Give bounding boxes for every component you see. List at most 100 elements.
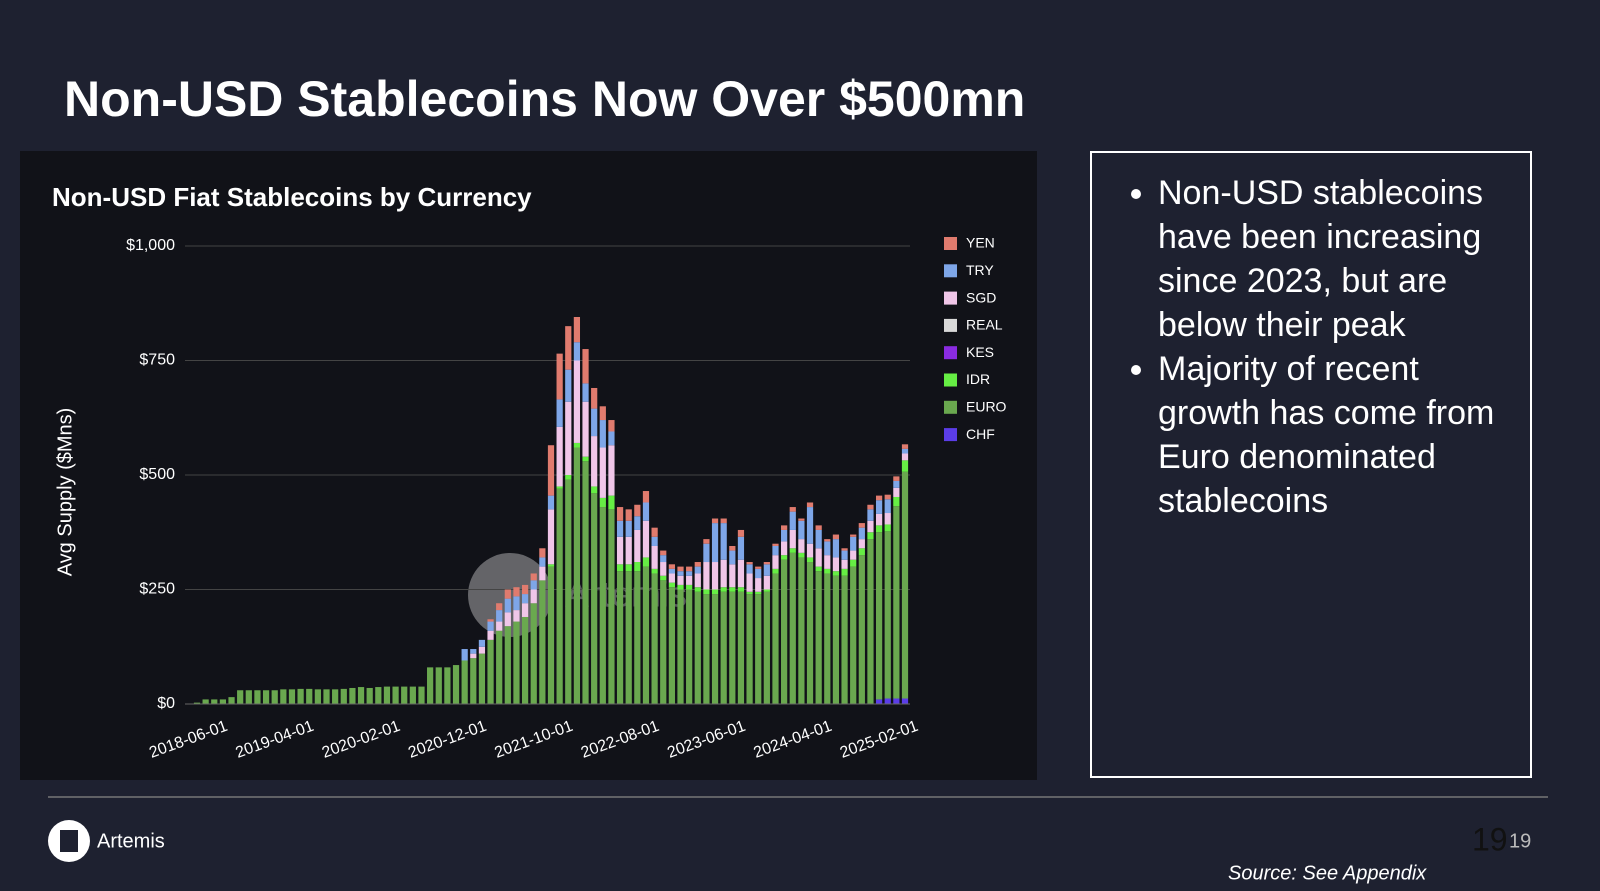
bar-segment <box>781 529 788 542</box>
bar-segment <box>850 536 857 551</box>
bar-segment <box>772 555 779 569</box>
bar-segment <box>392 686 399 704</box>
y-tick-label: $250 <box>139 581 175 598</box>
bullet: Non-USD stablecoins have been increasing… <box>1158 171 1516 347</box>
bar-segment <box>539 557 546 567</box>
bar-segment <box>634 562 641 572</box>
bar-segment <box>547 564 555 567</box>
bar-segment <box>901 460 909 472</box>
legend-swatch <box>944 264 957 278</box>
bar-segment <box>789 507 796 512</box>
bar-segment <box>202 699 209 704</box>
bar-segment <box>729 564 736 588</box>
bar-segment <box>254 690 261 704</box>
bar-segment <box>668 582 675 588</box>
bar-segment <box>694 566 701 574</box>
bar-segment <box>806 543 814 558</box>
bar-segment <box>565 475 572 480</box>
bar-segment <box>781 555 788 560</box>
legend-label: TRY <box>966 262 994 278</box>
bar-segment <box>461 649 468 661</box>
bar-segment <box>487 630 494 640</box>
bar-segment <box>729 545 736 551</box>
bar-segment <box>806 502 814 508</box>
legend-label: CHF <box>966 426 995 442</box>
bar-segment <box>875 500 883 514</box>
bar-segment <box>591 387 598 409</box>
bar-segment <box>487 621 494 631</box>
bar-segment <box>444 667 451 704</box>
bar-segment <box>737 587 745 592</box>
bar-segment <box>349 687 356 704</box>
bar-segment <box>841 559 848 569</box>
bar-segment <box>616 520 624 537</box>
bar-segment <box>772 568 779 574</box>
bar-segment <box>703 562 710 590</box>
bar-segment <box>556 486 563 489</box>
bar-segment <box>746 562 753 565</box>
bar-segment <box>625 520 632 537</box>
bar-segment <box>703 594 710 704</box>
bar-segment <box>625 536 632 565</box>
bar-segment <box>582 349 589 384</box>
legend-swatch <box>944 346 957 360</box>
bar-segment <box>832 534 840 540</box>
bar-segment <box>642 557 650 567</box>
bar-segment <box>547 566 555 704</box>
bar-segment <box>651 527 658 537</box>
bar-segment <box>737 559 745 588</box>
bar-segment <box>798 518 805 521</box>
bar-segment <box>651 573 658 704</box>
bar-segment <box>711 594 719 704</box>
bar-segment <box>513 596 520 611</box>
bar-segment <box>530 603 537 704</box>
bullet-list: Non-USD stablecoins have been increasing… <box>1092 171 1530 523</box>
bar-segment <box>806 562 814 704</box>
bar-segment <box>556 426 563 487</box>
bar-segment <box>660 550 667 556</box>
bar-segment <box>513 610 520 622</box>
bar-segment <box>806 507 814 544</box>
bar-segment <box>841 575 848 704</box>
bar-segment <box>660 575 667 581</box>
bar-segment <box>729 550 736 565</box>
brand-logo-glyph <box>60 830 78 852</box>
bar-segment <box>703 539 710 544</box>
bar-segment <box>720 591 727 704</box>
bar-segment <box>720 518 727 524</box>
bar-segment <box>677 571 684 576</box>
bar-segment <box>781 525 788 530</box>
bar-segment <box>539 580 546 704</box>
bar-segment <box>884 499 891 514</box>
bar-segment <box>668 587 675 704</box>
bar-segment <box>875 525 883 533</box>
bar-segment <box>565 369 572 402</box>
bar-segment <box>686 575 693 585</box>
bar-segment <box>452 665 460 704</box>
bar-segment <box>565 401 572 475</box>
bar-segment <box>694 591 701 704</box>
bar-segment <box>513 621 520 704</box>
bar-segment <box>245 690 252 704</box>
bar-segment <box>850 550 857 560</box>
bar-segment <box>677 584 684 590</box>
bar-segment <box>634 571 641 704</box>
y-tick-label: $0 <box>157 695 175 712</box>
bar-segment <box>599 406 606 421</box>
bar-segment <box>884 494 891 500</box>
bar-segment <box>478 639 486 647</box>
bar-segment <box>737 591 745 704</box>
bar-segment <box>867 520 874 533</box>
bar-segment <box>893 506 900 699</box>
legend-swatch <box>944 400 957 414</box>
text-panel: Non-USD stablecoins have been increasing… <box>1090 151 1532 778</box>
bar-segment <box>686 566 693 572</box>
bar-segment <box>737 536 745 560</box>
bar-segment <box>824 573 831 704</box>
bar-segment <box>867 532 874 540</box>
bar-segment <box>694 587 701 592</box>
bar-segment <box>824 541 831 556</box>
bar-segment <box>608 431 615 446</box>
bar-segment <box>832 539 840 558</box>
bar-segment <box>565 326 572 370</box>
